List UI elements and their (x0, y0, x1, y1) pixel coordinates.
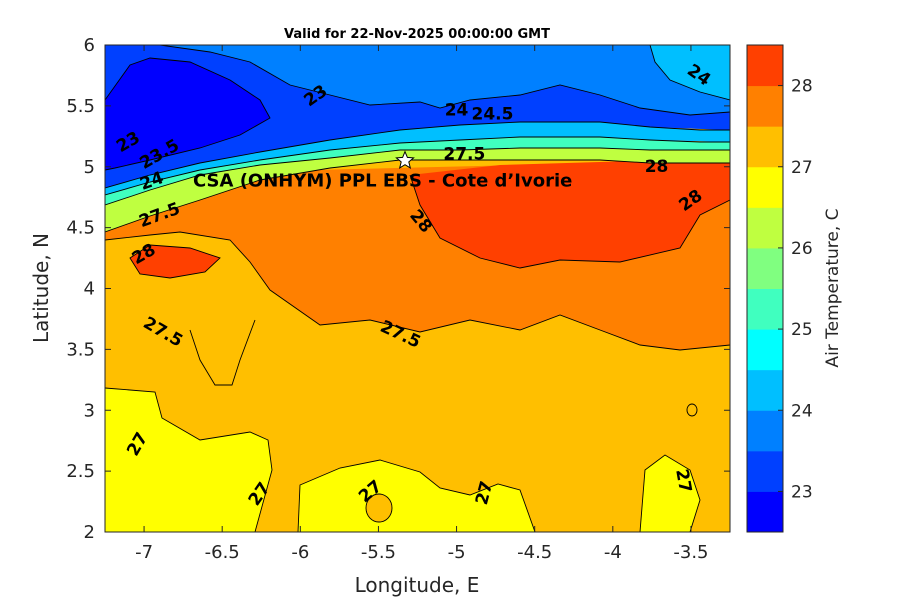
contour-label: 24 (445, 101, 469, 121)
colorbar-swatch (747, 491, 783, 533)
contour-band-28-28.5 (130, 245, 220, 278)
colorbar-tick-label: 28 (791, 77, 813, 97)
y-tick-label: 2 (84, 522, 95, 543)
x-axis-ticks: -7 -6.5 -6 -5.5 -5 -4.5 -4 -3.5 (135, 45, 709, 563)
contour-label: 28 (645, 157, 669, 177)
contour-band-26.5-27 (105, 388, 272, 532)
colorbar-swatch (747, 247, 783, 289)
x-tick-label: -5 (448, 542, 466, 563)
colorbar-tick-label: 26 (791, 239, 813, 259)
contour-band-27-27.5-west (190, 318, 255, 385)
y-tick-label: 5 (84, 157, 95, 178)
y-axis-label: Latitude, N (29, 233, 53, 343)
y-tick-label: 5.5 (66, 96, 95, 117)
contour-band-26.5-27-south (298, 460, 535, 532)
colorbar-swatch (747, 369, 783, 411)
x-tick-label: -3.5 (673, 542, 708, 563)
colorbar-swatch (747, 288, 783, 330)
colorbar-tick-label: 23 (791, 482, 813, 502)
contour-band-26-27.5-front (105, 148, 730, 232)
station-annotation: CSA (ONHYM) PPL EBS - Cote d’Ivorie (193, 171, 572, 192)
contour-band-24-25-front (105, 122, 730, 195)
colorbar-swatch (747, 207, 783, 249)
contour-band-26.5-27-east (640, 455, 700, 532)
x-tick-label: -5.5 (361, 542, 396, 563)
station-layer: CSA (ONHYM) PPL EBS - Cote d’Ivorie (193, 150, 572, 192)
y-tick-label: 4 (84, 279, 95, 300)
colorbar-swatch (747, 45, 783, 87)
contour-lines (105, 45, 730, 532)
contour-band-24-24.5-northeast (650, 45, 730, 100)
contour-label: 24.5 (472, 104, 514, 124)
colorbar-frame (746, 44, 784, 533)
x-tick-label: -4 (604, 542, 622, 563)
chart-title: Valid for 22-Nov-2025 00:00:00 GMT (284, 27, 550, 42)
contour-band-28-28.5-east (410, 158, 730, 268)
contour-band-22.5-23 (105, 58, 270, 170)
colorbar-tick-label: 27 (791, 158, 813, 178)
colorbar-swatch (747, 450, 783, 492)
colorbar-tick-label: 24 (791, 401, 813, 421)
x-tick-label: -4.5 (517, 542, 552, 563)
y-tick-label: 6 (84, 35, 95, 56)
contour-band-27-isle (366, 494, 392, 522)
y-axis-ticks: 2 2.5 3 3.5 4 4.5 5 5.5 6 (66, 35, 730, 543)
contour-label: 27.5 (443, 145, 485, 165)
y-tick-label: 3.5 (66, 339, 95, 360)
contour-label: 27 (671, 467, 695, 494)
colorbar-swatch (747, 410, 783, 452)
x-tick-label: -6 (291, 542, 309, 563)
x-tick-label: -7 (135, 542, 153, 563)
y-tick-label: 3 (84, 400, 95, 421)
colorbar-swatch (747, 166, 783, 208)
colorbar-swatch (747, 85, 783, 127)
colorbar-label: Air Temperature, C (823, 208, 843, 367)
y-tick-label: 2.5 (66, 461, 95, 482)
colorbar-tick-label: 25 (791, 320, 813, 340)
x-axis-label: Longitude, E (355, 573, 480, 597)
colorbar-ticks: 23 24 25 26 27 28 (778, 77, 813, 502)
contour-band-25-26-front (105, 137, 730, 205)
contour-band-23-23.5 (105, 45, 730, 188)
station-star-icon (395, 150, 415, 169)
y-tick-label: 4.5 (66, 218, 95, 239)
x-tick-label: -6.5 (205, 542, 240, 563)
colorbar-swatch (747, 329, 783, 371)
colorbar-swatch (747, 126, 783, 168)
colorbar (747, 45, 783, 533)
